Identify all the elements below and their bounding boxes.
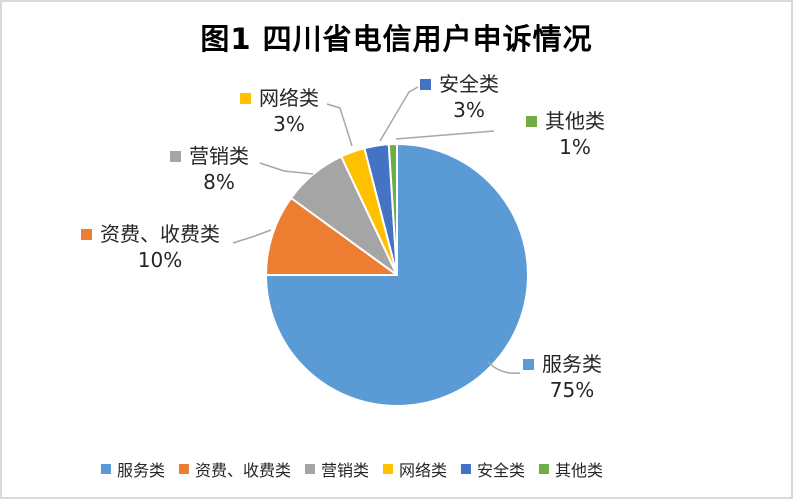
leader-line-other: [395, 130, 495, 140]
legend-label-network: 网络类: [399, 461, 448, 480]
leader-line-security: [379, 86, 419, 142]
other-swatch-icon: [526, 115, 537, 127]
legend-item-marketing: 营销类: [304, 457, 369, 481]
legend-label-fees: 资费、收费类: [194, 461, 291, 480]
callout-percent-other: 1%: [559, 135, 591, 159]
legend-label-other: 其他类: [555, 461, 604, 480]
legend-item-security: 安全类: [461, 457, 525, 481]
callout-network: 网络类 3%: [240, 85, 319, 137]
security-legend-swatch-icon: [461, 464, 472, 474]
legend-label-security: 安全类: [477, 461, 526, 480]
network-legend-swatch-icon: [383, 464, 393, 474]
callout-label-network: 网络类: [259, 86, 319, 110]
callout-marketing: 营销类 8%: [170, 143, 249, 195]
legend-item-network: 网络类: [383, 457, 447, 481]
leader-line-services: [487, 361, 521, 375]
legend-label-marketing: 营销类: [320, 461, 369, 480]
other-legend-swatch-icon: [539, 464, 550, 474]
callout-label-marketing: 营销类: [189, 144, 249, 168]
callout-fees: 资费、收费类 10%: [81, 221, 220, 273]
callout-percent-marketing: 8%: [203, 170, 235, 194]
leader-line-marketing: [259, 162, 314, 175]
pie-slice-1: [265, 197, 398, 276]
callout-other: 其他类 1%: [526, 108, 605, 160]
callout-services: 服务类 75%: [523, 351, 602, 403]
callout-security: 安全类 3%: [420, 71, 499, 123]
pie-slice-5: [387, 143, 398, 276]
marketing-swatch-icon: [170, 150, 181, 162]
pie-slice-0: [265, 143, 529, 407]
services-legend-swatch-icon: [100, 464, 111, 474]
fees-swatch-icon: [81, 228, 92, 240]
leader-line-network: [326, 103, 353, 147]
legend-label-services: 服务类: [116, 461, 165, 480]
chart-legend: 服务类 资费、收费类 营销类 网络类 安全类 其他类: [100, 457, 603, 481]
pie-slices: [265, 143, 529, 407]
network-swatch-icon: [240, 92, 251, 104]
legend-item-services: 服务类: [100, 457, 165, 481]
callout-label-services: 服务类: [542, 352, 602, 376]
leader-lines: [232, 86, 521, 375]
legend-item-other: 其他类: [539, 457, 603, 481]
callout-percent-fees: 10%: [137, 248, 183, 272]
callout-label-other: 其他类: [545, 109, 605, 133]
callout-percent-services: 75%: [549, 378, 595, 402]
services-swatch-icon: [523, 358, 534, 370]
callout-percent-network: 3%: [273, 112, 305, 136]
callout-label-fees: 资费、收费类: [100, 222, 220, 246]
legend-item-fees: 资费、收费类: [178, 457, 291, 481]
security-swatch-icon: [420, 78, 431, 90]
chart-title: 图1 四川省电信用户申诉情况: [200, 22, 593, 56]
marketing-legend-swatch-icon: [304, 464, 315, 474]
leader-line-fees: [232, 229, 272, 244]
callout-percent-security: 3%: [453, 98, 485, 122]
fees-legend-swatch-icon: [178, 464, 189, 474]
callout-label-security: 安全类: [439, 72, 499, 96]
